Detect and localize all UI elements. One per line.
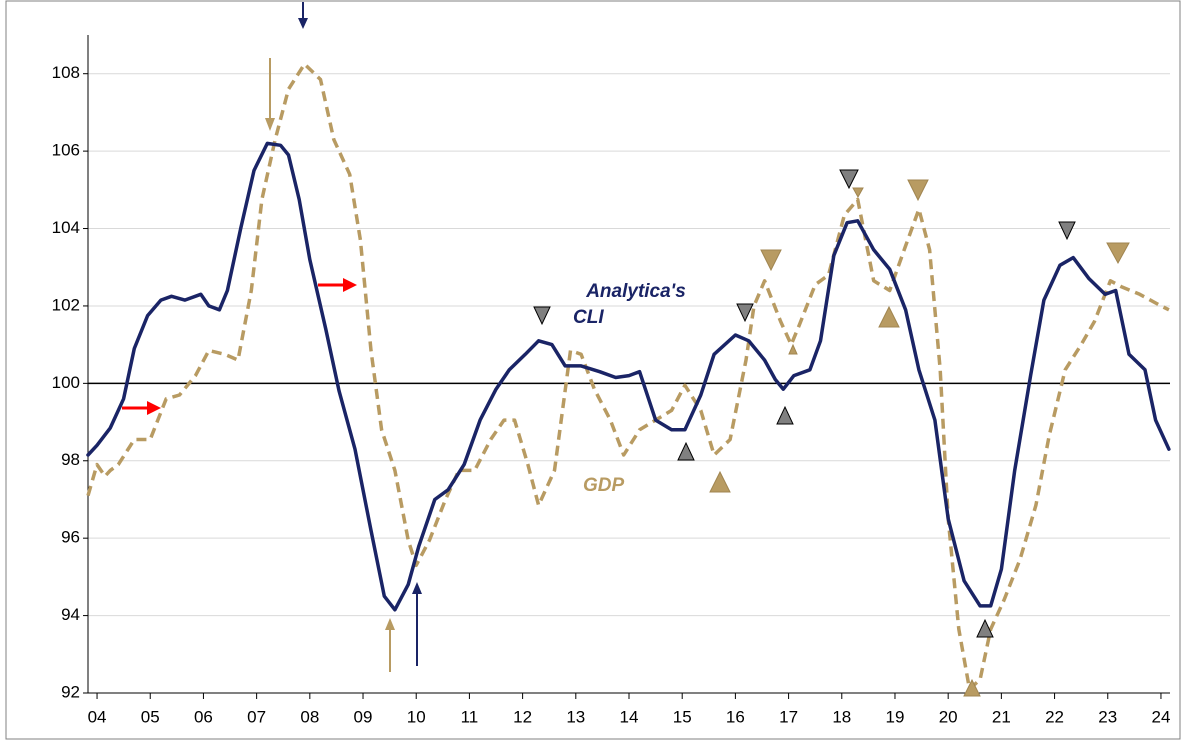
peak-marker <box>852 187 864 199</box>
x-tick-label: 07 <box>247 707 266 726</box>
trough-marker <box>976 618 994 638</box>
peak-marker <box>736 303 754 323</box>
peak-marker <box>533 306 551 326</box>
x-tick-label: 10 <box>407 707 426 726</box>
x-tick-label: 04 <box>88 707 107 726</box>
y-tick-label: 96 <box>61 528 80 547</box>
x-tick-label: 22 <box>1045 707 1064 726</box>
series-line <box>86 62 1170 691</box>
x-tick-label: 05 <box>141 707 160 726</box>
x-tick-label: 23 <box>1098 707 1117 726</box>
x-tick-label: 12 <box>513 707 532 726</box>
x-tick-label: 19 <box>886 707 905 726</box>
arrow-head <box>298 18 308 29</box>
peak-marker <box>1106 242 1130 265</box>
lines <box>86 62 1171 691</box>
x-tick-label: 20 <box>939 707 958 726</box>
x-tick-label: 09 <box>354 707 373 726</box>
arrow-head <box>343 278 357 292</box>
y-tick-label: 104 <box>52 218 80 237</box>
x-tick-label: 06 <box>194 707 213 726</box>
frame <box>5 0 1181 740</box>
x-tick-label: 17 <box>779 707 798 726</box>
peak-marker <box>760 249 782 272</box>
arrow-head <box>385 618 395 630</box>
x-tick-label: 16 <box>726 707 745 726</box>
arrow-head <box>147 401 161 415</box>
x-tick-label: 13 <box>566 707 585 726</box>
y-tick-label: 92 <box>61 682 80 701</box>
trough-marker <box>677 441 695 461</box>
peak-marker <box>1058 221 1076 241</box>
trough-marker <box>776 405 794 425</box>
grid: 92 94 96 98 100 102 104 106 108 04 05 06 07 08 09 10 11 1… <box>52 35 1170 726</box>
x-tick-label: 18 <box>832 707 851 726</box>
x-tick-label: 14 <box>620 707 639 726</box>
arrow-head <box>265 118 275 131</box>
arrow-head <box>412 582 422 594</box>
x-tick-label: 21 <box>992 707 1011 726</box>
x-tick-label: 24 <box>1151 707 1170 726</box>
peak-marker <box>839 169 859 190</box>
y-tick-label: 106 <box>52 141 80 160</box>
trough-marker <box>788 343 798 355</box>
annotation: GDP <box>583 475 625 496</box>
trough-marker <box>709 470 731 493</box>
gdp-turning-points <box>709 179 1130 697</box>
turning-points <box>533 169 1076 638</box>
peak-marker <box>907 179 929 202</box>
y-tick-label: 100 <box>52 373 80 392</box>
arrows <box>122 2 422 672</box>
annotation: CLI <box>573 307 604 328</box>
series-line <box>86 141 1171 612</box>
trough-marker <box>878 305 900 328</box>
x-tick-label: 08 <box>300 707 319 726</box>
y-tick-label: 94 <box>61 605 80 624</box>
x-tick-label: 11 <box>461 707 479 726</box>
y-tick-label: 98 <box>61 450 80 469</box>
y-tick-label: 102 <box>52 295 80 314</box>
annotation: Analytica's <box>585 281 686 302</box>
x-tick-label: 15 <box>673 707 692 726</box>
y-tick-label: 108 <box>52 63 80 82</box>
trough-marker <box>963 678 981 697</box>
